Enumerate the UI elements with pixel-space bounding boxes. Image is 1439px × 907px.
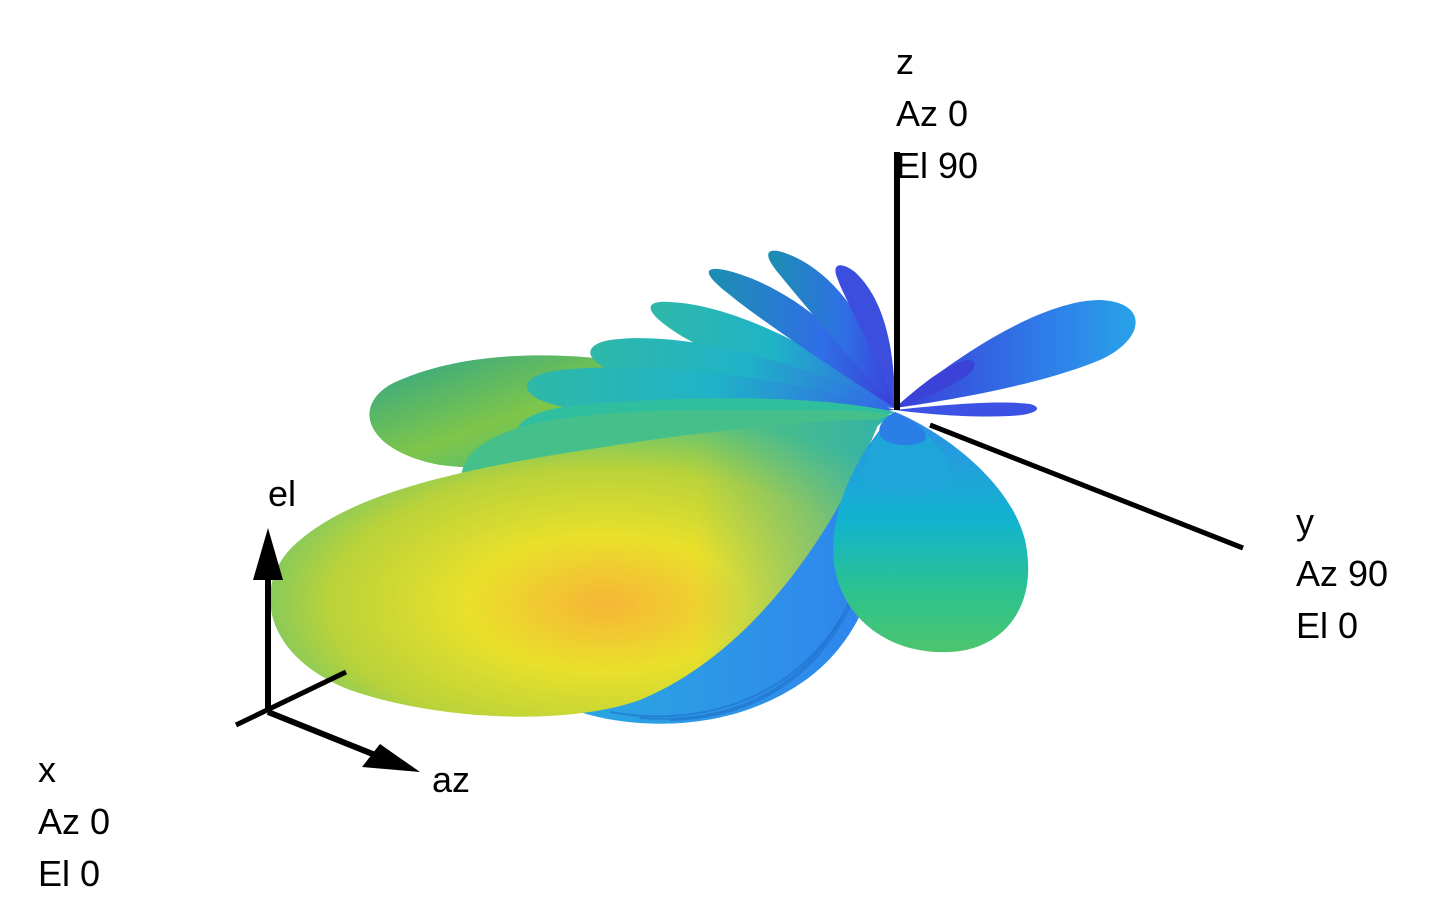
elevation-label: el xyxy=(268,473,297,514)
el-arrow-head xyxy=(253,528,283,580)
main-lobe-shade xyxy=(270,419,881,717)
y-axis-label: y Az 90 El 0 xyxy=(1296,496,1388,652)
x-axis-name: x xyxy=(38,749,56,790)
fan-lobe xyxy=(835,265,895,408)
x-axis-indicator-line xyxy=(234,669,348,728)
fan-lobe xyxy=(768,250,895,408)
z-axis-name: z xyxy=(896,41,914,82)
x-axis-label: x Az 0 El 0 xyxy=(38,744,110,900)
underside-ridge xyxy=(669,579,861,721)
z-axis-azimuth: Az 0 xyxy=(896,93,969,134)
y-axis-azimuth: Az 90 xyxy=(1296,553,1389,594)
x-axis-azimuth: Az 0 xyxy=(38,801,111,842)
az-arrow-head xyxy=(362,744,420,772)
z-axis-label: z Az 0 El 90 xyxy=(896,36,978,192)
underside-ridge xyxy=(639,599,851,720)
underside-ridge xyxy=(609,619,841,718)
y-axis-name: y xyxy=(1296,501,1314,542)
fan-lobe xyxy=(708,268,895,408)
y-axis-line xyxy=(929,422,1244,551)
x-axis-elevation: El 0 xyxy=(38,853,101,894)
downward-sub-lobe xyxy=(879,412,926,446)
y-axis-elevation: El 0 xyxy=(1296,605,1359,646)
z-axis-elevation: El 90 xyxy=(896,145,979,186)
right-lobe-inner xyxy=(895,360,975,408)
right-lobe-thin xyxy=(895,402,1038,417)
azimuth-label: az xyxy=(432,759,471,800)
